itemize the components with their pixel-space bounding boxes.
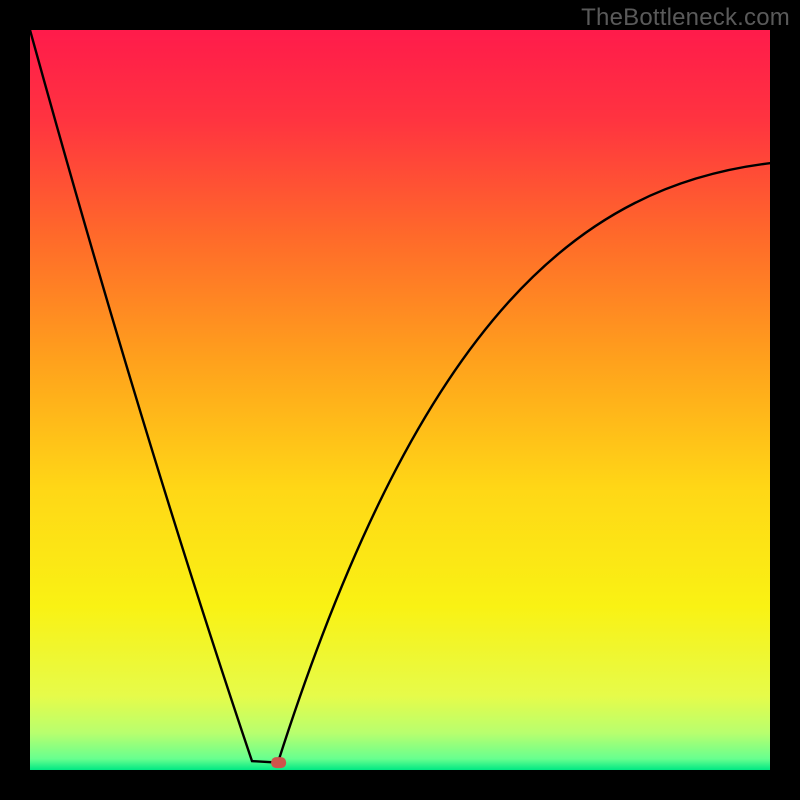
plot-background xyxy=(30,30,770,770)
chart-container: { "watermark": "TheBottleneck.com", "cha… xyxy=(0,0,800,800)
bottleneck-chart xyxy=(0,0,800,800)
curve-marker xyxy=(271,757,286,768)
